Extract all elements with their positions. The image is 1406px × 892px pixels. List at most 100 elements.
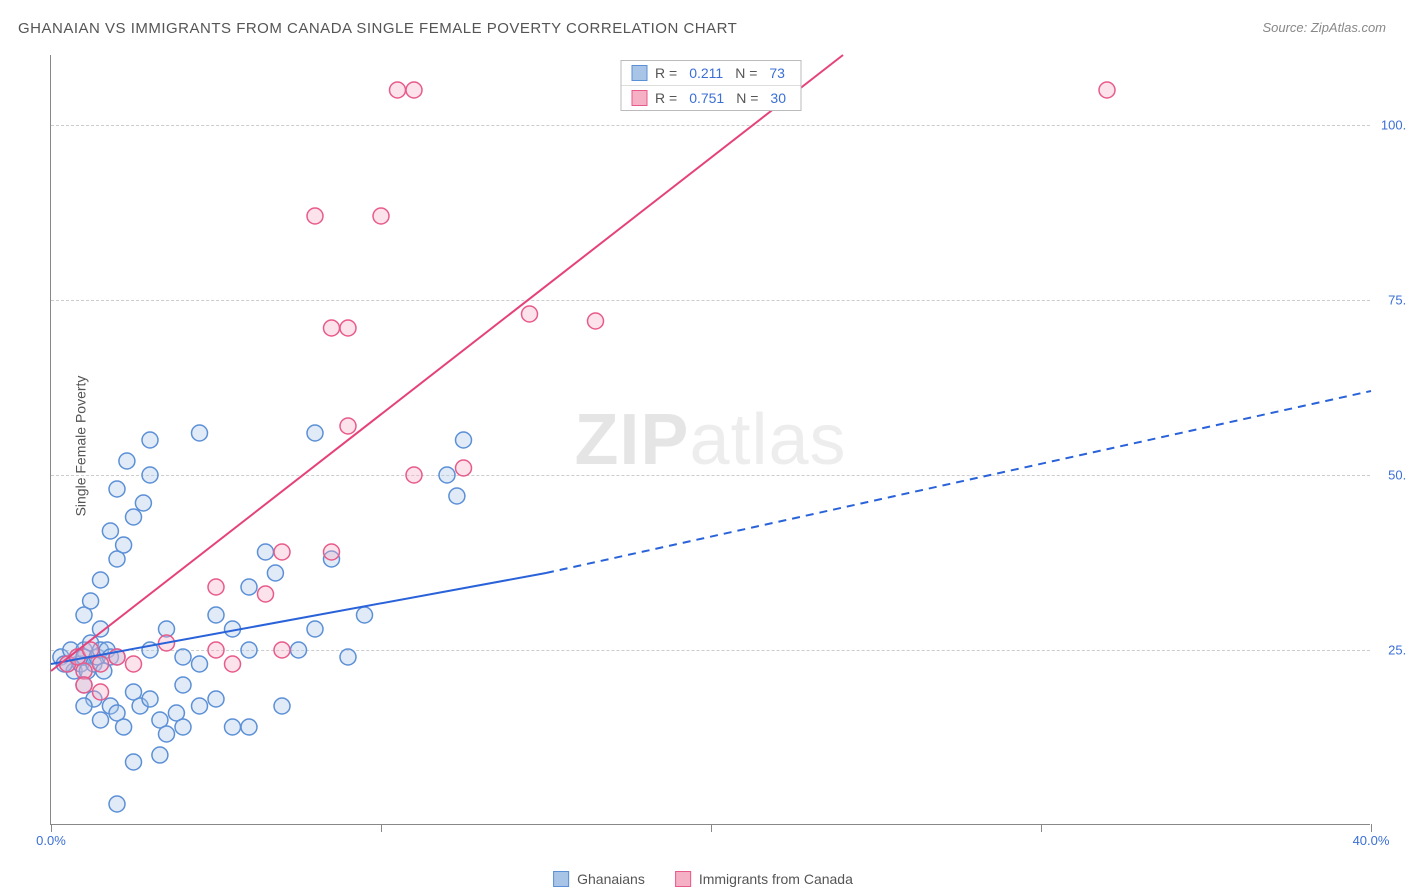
data-point xyxy=(109,481,125,497)
data-point xyxy=(274,698,290,714)
data-point xyxy=(116,537,132,553)
data-point xyxy=(119,453,135,469)
y-tick-label: 100.0% xyxy=(1381,118,1406,133)
source-label: Source: ZipAtlas.com xyxy=(1262,20,1386,35)
data-point xyxy=(307,208,323,224)
data-point xyxy=(142,467,158,483)
data-point xyxy=(175,719,191,735)
stat-legend: R = 0.211 N = 73 R = 0.751 N = 30 xyxy=(620,60,801,111)
n-value: 30 xyxy=(770,90,786,106)
data-point xyxy=(456,432,472,448)
data-point xyxy=(267,565,283,581)
data-point xyxy=(241,642,257,658)
data-point xyxy=(159,726,175,742)
data-point xyxy=(340,649,356,665)
data-point xyxy=(93,712,109,728)
data-point xyxy=(126,754,142,770)
data-point xyxy=(274,642,290,658)
chart-title: GHANAIAN VS IMMIGRANTS FROM CANADA SINGL… xyxy=(18,20,737,37)
data-point xyxy=(522,306,538,322)
data-point xyxy=(225,719,241,735)
data-point xyxy=(390,82,406,98)
data-point xyxy=(1099,82,1115,98)
data-point xyxy=(588,313,604,329)
legend-swatch xyxy=(631,90,647,106)
data-point xyxy=(102,523,118,539)
data-point xyxy=(274,544,290,560)
r-value: 0.211 xyxy=(689,65,723,81)
x-tick xyxy=(51,824,52,832)
legend-label: Immigrants from Canada xyxy=(699,871,853,887)
data-point xyxy=(291,642,307,658)
bottom-legend: Ghanaians Immigrants from Canada xyxy=(553,871,853,887)
data-point xyxy=(192,698,208,714)
data-point xyxy=(340,418,356,434)
data-point xyxy=(126,656,142,672)
data-point xyxy=(439,467,455,483)
x-tick-label: 40.0% xyxy=(1353,833,1390,848)
data-point xyxy=(208,607,224,623)
data-point xyxy=(406,82,422,98)
plot-area: ZIPatlas R = 0.211 N = 73 R = 0.751 N = … xyxy=(50,55,1370,825)
x-tick xyxy=(1371,824,1372,832)
x-tick-label: 0.0% xyxy=(36,833,66,848)
r-label: R = xyxy=(655,65,677,81)
x-tick xyxy=(1041,824,1042,832)
data-point xyxy=(76,677,92,693)
data-point xyxy=(142,432,158,448)
data-point xyxy=(258,544,274,560)
bottom-legend-item: Immigrants from Canada xyxy=(675,871,853,887)
legend-swatch xyxy=(553,871,569,887)
data-point xyxy=(456,460,472,476)
data-point xyxy=(175,677,191,693)
data-point xyxy=(76,698,92,714)
legend-swatch xyxy=(631,65,647,81)
data-point xyxy=(93,656,109,672)
data-point xyxy=(142,691,158,707)
stat-legend-row: R = 0.211 N = 73 xyxy=(621,61,800,85)
data-point xyxy=(93,572,109,588)
bottom-legend-item: Ghanaians xyxy=(553,871,645,887)
data-point xyxy=(208,579,224,595)
data-point xyxy=(324,544,340,560)
data-point xyxy=(152,747,168,763)
data-point xyxy=(93,684,109,700)
data-point xyxy=(307,621,323,637)
data-point xyxy=(324,320,340,336)
data-point xyxy=(126,509,142,525)
data-point xyxy=(109,796,125,812)
data-point xyxy=(373,208,389,224)
data-point xyxy=(241,579,257,595)
stat-legend-row: R = 0.751 N = 30 xyxy=(621,85,800,110)
r-value: 0.751 xyxy=(689,90,724,106)
data-point xyxy=(192,656,208,672)
trend-line xyxy=(51,55,843,671)
data-point xyxy=(357,607,373,623)
x-tick xyxy=(711,824,712,832)
data-point xyxy=(241,719,257,735)
y-tick-label: 25.0% xyxy=(1388,643,1406,658)
data-point xyxy=(406,467,422,483)
legend-swatch xyxy=(675,871,691,887)
y-tick-label: 50.0% xyxy=(1388,468,1406,483)
data-point xyxy=(307,425,323,441)
plot-svg xyxy=(51,55,1370,824)
data-point xyxy=(192,425,208,441)
y-tick-label: 75.0% xyxy=(1388,293,1406,308)
n-label: N = xyxy=(736,90,758,106)
data-point xyxy=(116,719,132,735)
data-point xyxy=(135,495,151,511)
data-point xyxy=(340,320,356,336)
data-point xyxy=(225,656,241,672)
n-value: 73 xyxy=(769,65,785,81)
data-point xyxy=(258,586,274,602)
data-point xyxy=(83,593,99,609)
legend-label: Ghanaians xyxy=(577,871,645,887)
n-label: N = xyxy=(735,65,757,81)
data-point xyxy=(208,642,224,658)
x-tick xyxy=(381,824,382,832)
data-point xyxy=(449,488,465,504)
data-point xyxy=(175,649,191,665)
data-point xyxy=(208,691,224,707)
trend-line-ext xyxy=(546,391,1371,573)
